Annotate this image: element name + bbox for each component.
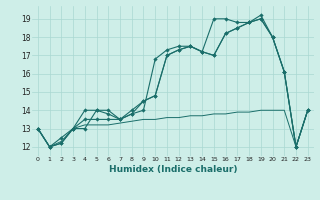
X-axis label: Humidex (Indice chaleur): Humidex (Indice chaleur): [108, 165, 237, 174]
